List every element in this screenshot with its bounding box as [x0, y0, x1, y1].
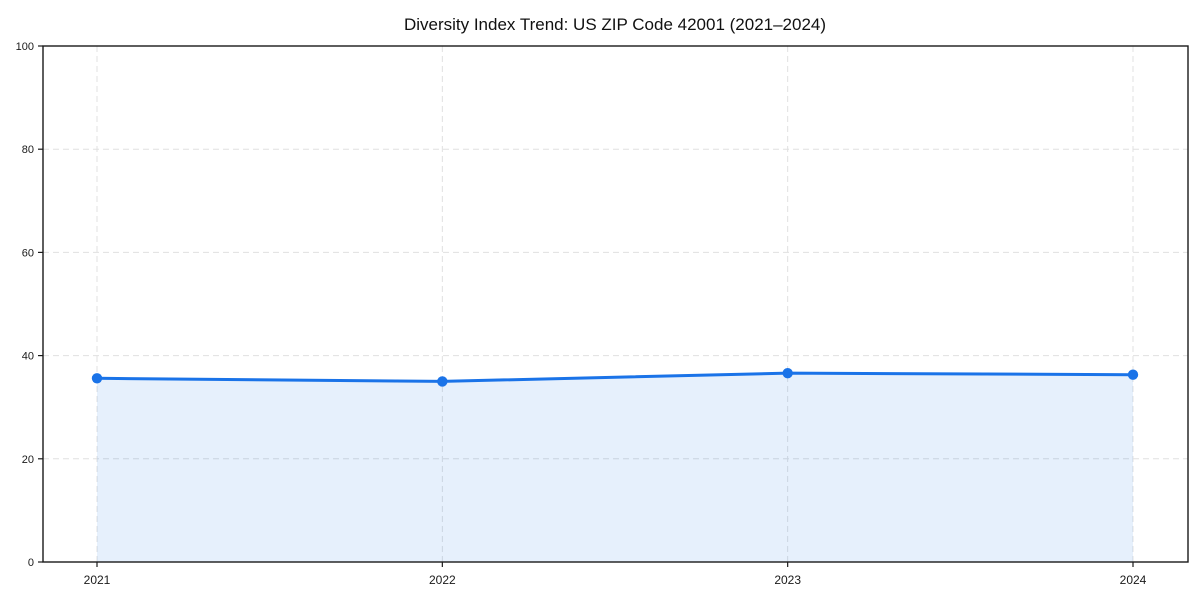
y-tick-label-20: 20: [22, 454, 34, 466]
data-point-marker-2021: [91, 373, 103, 384]
x-tick-label-2021: 2021: [84, 573, 111, 587]
x-tick-label-2022: 2022: [429, 573, 456, 587]
x-tick-label-2024: 2024: [1120, 573, 1147, 587]
y-tick-label-60: 60: [22, 247, 34, 259]
plot-border: [42, 45, 1189, 563]
trend-line: [95, 371, 1135, 383]
plot-frame: [42, 45, 1189, 563]
data-point-marker-2024: [1127, 369, 1139, 380]
chart-title: Diversity Index Trend: US ZIP Code 42001…: [404, 15, 826, 34]
y-tick-label-80: 80: [22, 144, 34, 156]
y-tick-label-100: 100: [16, 41, 34, 53]
x-tick-label-2023: 2023: [774, 573, 801, 587]
axis-tick-labels: 0 20 40 60 80 100 2021 2022 2023 2024: [16, 41, 1147, 587]
area-fill: [97, 373, 1133, 562]
gridlines: [43, 46, 1188, 562]
y-tick-label-0: 0: [28, 557, 34, 569]
y-tick-label-40: 40: [22, 351, 34, 363]
data-point-marker-2022: [437, 376, 448, 387]
axis-ticks: [38, 45, 1134, 567]
series-layer: [91, 367, 1139, 562]
data-point-marker-2023: [782, 367, 793, 379]
